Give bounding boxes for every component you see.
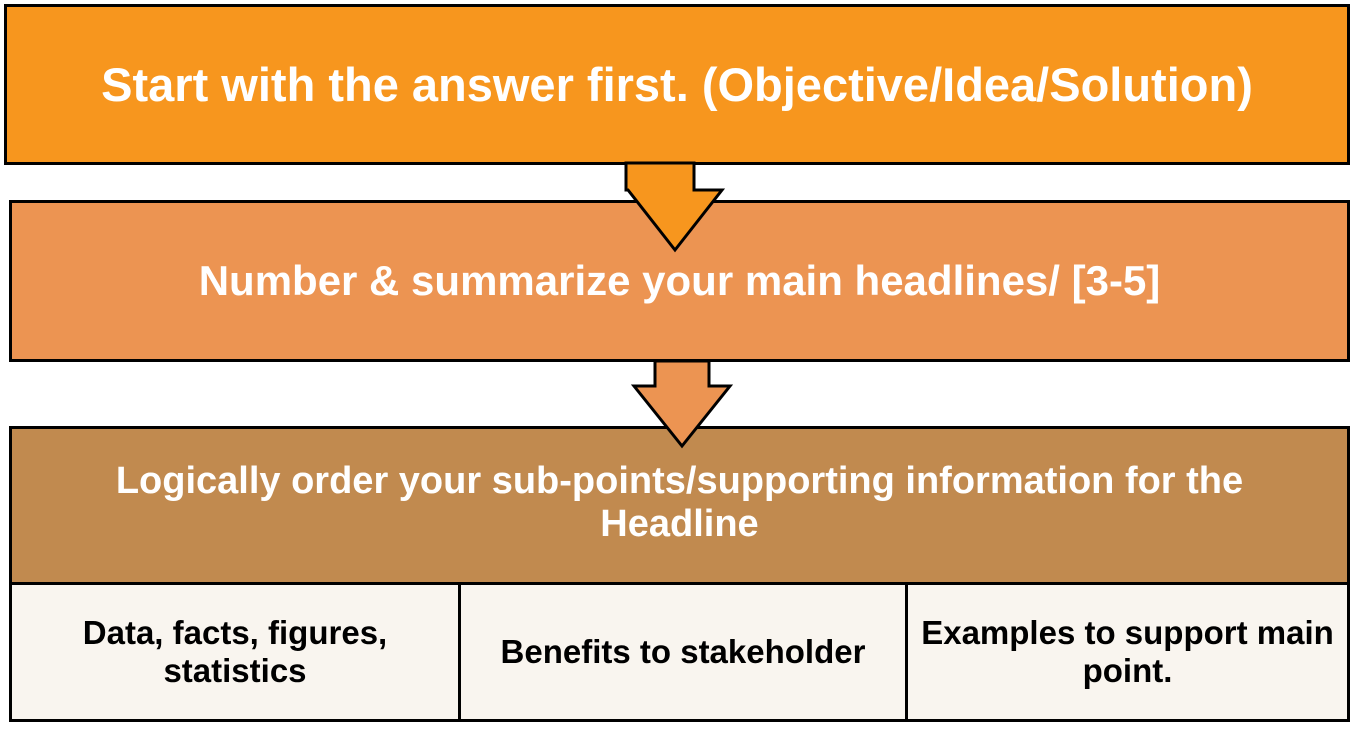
down-arrow-icon-1 [624,161,726,253]
down-arrow-icon-2 [630,359,734,449]
step-3-label: Logically order your sub-points/supporti… [115,459,1244,545]
support-cell-examples: Examples to support main point. [905,582,1350,722]
step-2-label: Number & summarize your main headlines/ … [198,257,1161,304]
support-cell-examples-label: Examples to support main point. [921,614,1334,689]
support-cell-data: Data, facts, figures, statistics [9,582,461,722]
bottom-border-line [9,719,1350,722]
support-cell-benefits: Benefits to stakeholder [458,582,908,722]
support-cell-benefits-label: Benefits to stakeholder [500,633,866,670]
support-cell-data-label: Data, facts, figures, statistics [82,614,388,689]
step-1-label: Start with the answer first. (Objective/… [101,58,1253,111]
step-1-box: Start with the answer first. (Objective/… [4,4,1350,165]
